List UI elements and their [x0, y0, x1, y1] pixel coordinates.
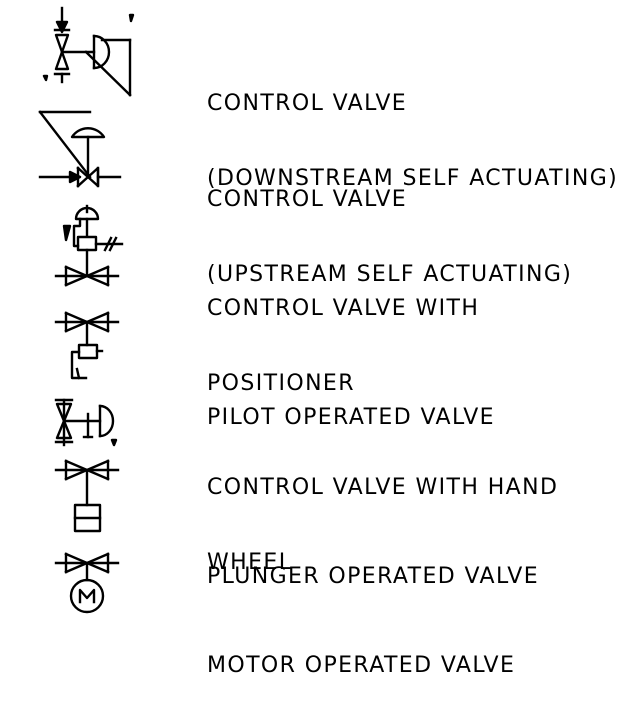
- label-line: CONTROL VALVE: [207, 91, 408, 116]
- legend-label-motor-operated-valve: MOTOR OPERATED VALVE: [207, 603, 515, 703]
- plunger-operated-valve-icon: [54, 459, 120, 533]
- control-valve-with-positioner-icon: [54, 204, 124, 287]
- legend-label-control-valve-hand-wheel: CONTROL VALVE WITH HAND WHEEL: [207, 425, 558, 600]
- valve-symbols-canvas: [38, 6, 135, 614]
- label-line: WHEEL: [207, 550, 293, 575]
- legend-label-control-valve-positioner: CONTROL VALVE WITH POSITIONER: [207, 246, 479, 421]
- label-line: MOTOR OPERATED VALVE: [207, 653, 516, 678]
- legend-label-plunger-operated-valve: PLUNGER OPERATED VALVE: [207, 514, 539, 614]
- upstream-self-actuating-control-valve-icon: [38, 110, 122, 188]
- label-line: (DOWNSTREAM SELF ACTUATING): [207, 166, 619, 191]
- label-line: CONTROL VALVE: [207, 187, 408, 212]
- control-valve-with-hand-wheel-icon: [54, 398, 118, 447]
- legend-label-downstream-control-valve: CONTROL VALVE (DOWNSTREAM SELF ACTUATING…: [207, 41, 618, 216]
- legend-label-pilot-operated-valve: PILOT OPERATED VALVE: [207, 355, 495, 455]
- label-line: CONTROL VALVE WITH: [207, 296, 480, 321]
- label-line: PLUNGER OPERATED VALVE: [207, 564, 539, 589]
- label-line: (UPSTREAM SELF ACTUATING): [207, 262, 573, 287]
- label-line: CONTROL VALVE WITH HAND: [207, 475, 559, 500]
- motor-operated-valve-icon: [54, 552, 120, 614]
- downstream-self-actuating-control-valve-icon: [42, 6, 135, 97]
- label-line: POSITIONER: [207, 371, 355, 396]
- pilot-operated-valve-icon: [54, 311, 120, 380]
- label-line: PILOT OPERATED VALVE: [207, 405, 495, 430]
- legend-label-upstream-control-valve: CONTROL VALVE (UPSTREAM SELF ACTUATING): [207, 137, 572, 312]
